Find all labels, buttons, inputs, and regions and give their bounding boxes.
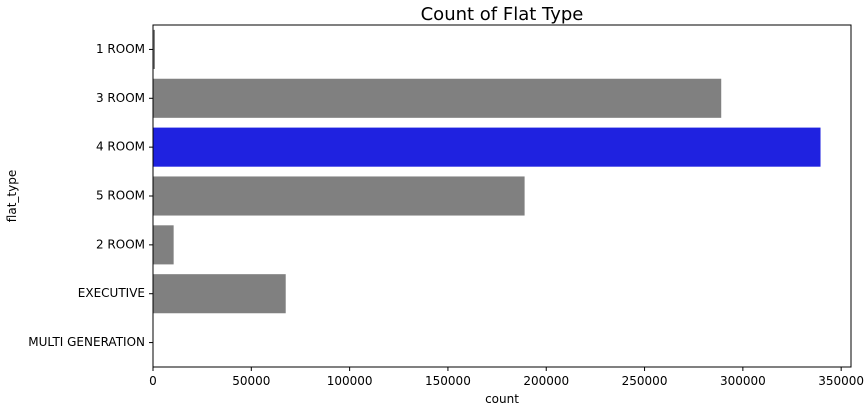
bar-1-room (153, 29, 155, 69)
x-tick-label: 200000 (523, 374, 569, 388)
x-tick-label: 300000 (720, 374, 766, 388)
x-tick-label: 50000 (232, 374, 270, 388)
bar-4-room (153, 127, 821, 167)
y-tick-label: EXECUTIVE (78, 286, 145, 300)
bar-2-room (153, 225, 174, 265)
bar-3-room (153, 78, 722, 118)
y-tick-label: 1 ROOM (96, 42, 145, 56)
bar-executive (153, 274, 286, 314)
x-tick-label: 250000 (622, 374, 668, 388)
chart-title: Count of Flat Type (421, 4, 584, 25)
x-tick-label: 350000 (818, 374, 864, 388)
x-axis-label: count (485, 392, 519, 406)
y-tick-label: 2 ROOM (96, 237, 145, 251)
y-tick-label: 5 ROOM (96, 189, 145, 203)
y-tick-label: MULTI GENERATION (28, 335, 145, 349)
bars-group (153, 29, 821, 363)
x-tick-label: 0 (149, 374, 157, 388)
y-axis-ticks: 1 ROOM 3 ROOM 4 ROOM 5 ROOM 2 ROOM EXECUTIVE M… (28, 42, 153, 349)
y-tick-label: 3 ROOM (96, 91, 145, 105)
plot-frame (152, 24, 852, 368)
y-tick-label: 4 ROOM (96, 140, 145, 154)
x-tick-label: 100000 (327, 374, 373, 388)
x-axis-ticks: 0 50000 100000 150000 200000 250000 300000 3500… (149, 367, 864, 388)
x-tick-label: 150000 (425, 374, 471, 388)
y-axis-label: flat_type (5, 170, 19, 222)
bar-5-room (153, 176, 525, 216)
